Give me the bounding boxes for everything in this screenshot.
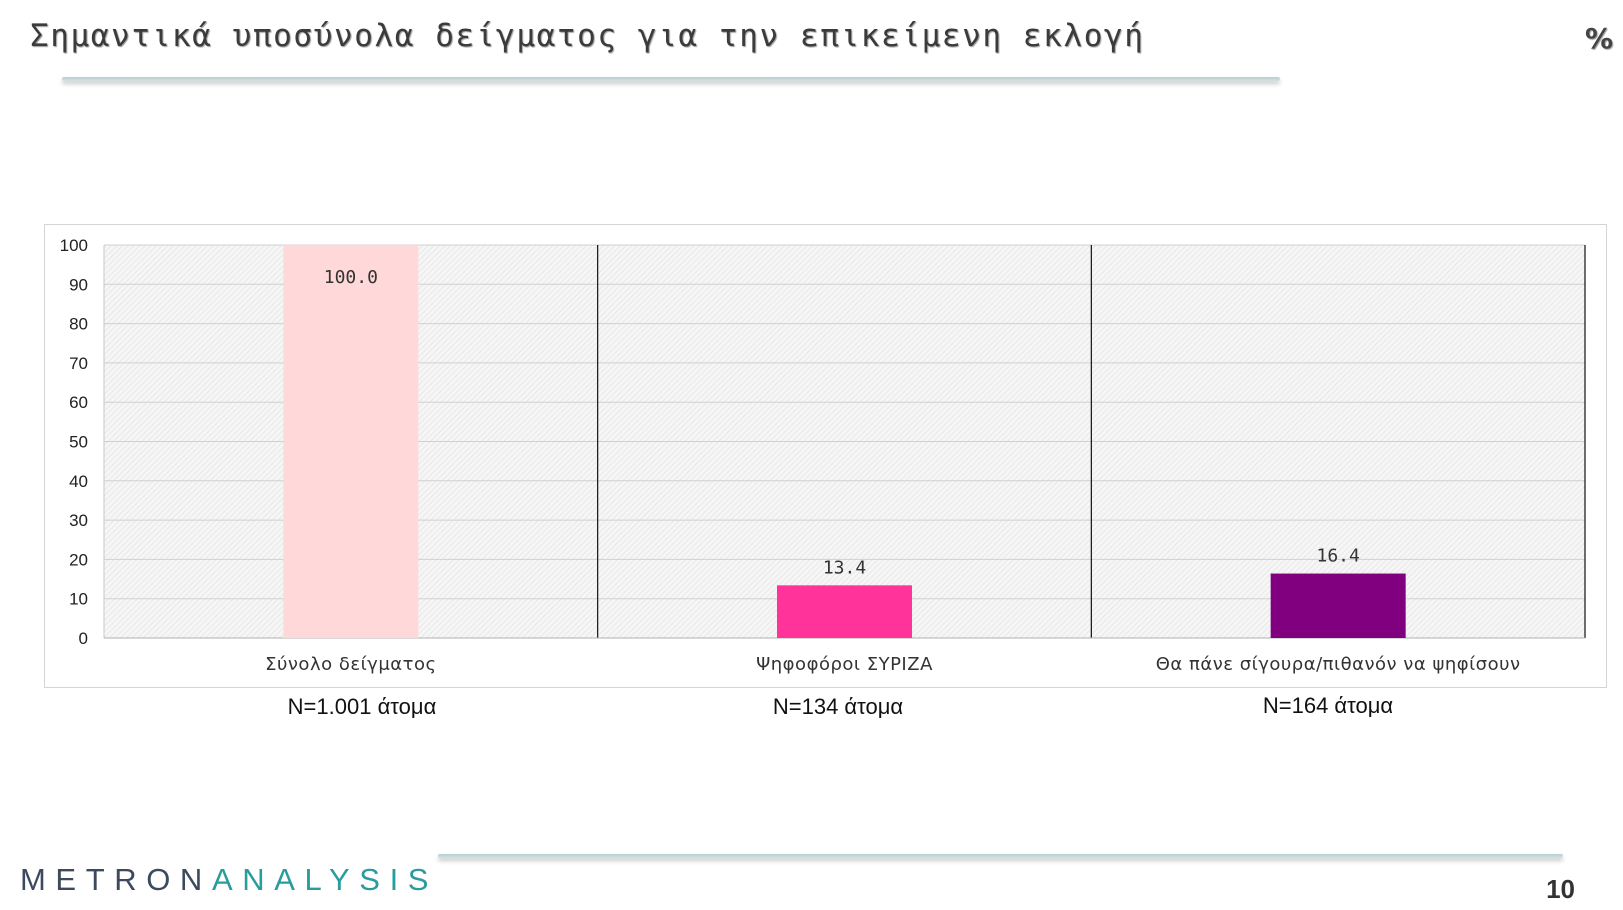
metronanalysis-logo: METRONANALYSIS (20, 862, 438, 898)
y-tick-label: 70 (69, 354, 88, 373)
bar (283, 245, 419, 638)
x-category-label: Σύνολο δείγματος (265, 654, 436, 675)
y-tick-label: 90 (69, 275, 88, 294)
y-tick-label: 20 (69, 550, 88, 569)
bar-value-label: 16.4 (1316, 546, 1359, 567)
y-axis-ticks: 0 10 20 30 40 50 60 70 80 90 100 (60, 236, 88, 648)
x-axis-labels: Σύνολο δείγματος Ψηφοφόροι ΣΥΡΙΖΑ Θα πάνε … (265, 654, 1520, 675)
y-tick-label: 100 (60, 236, 88, 255)
y-tick-label: 60 (69, 393, 88, 412)
y-tick-label: 10 (69, 590, 88, 609)
title-underline (62, 77, 1280, 81)
page-number: 10 (1546, 874, 1575, 904)
bar-value-label: 100.0 (324, 267, 378, 288)
logo-text-metron: METRON (20, 862, 212, 897)
footer-rule (438, 854, 1563, 858)
sample-size-label-total: N=1.001 άτομα (287, 694, 437, 719)
bar-value-label: 13.4 (823, 557, 866, 578)
logo-text-analysis: ANALYSIS (211, 862, 439, 897)
bar (777, 585, 912, 638)
y-tick-label: 50 (69, 433, 88, 452)
sample-size-label-syriza: N=134 άτομα (772, 694, 904, 719)
value-labels: 100.0 13.4 16.4 (324, 267, 1360, 578)
bars (283, 245, 1406, 638)
bar (1270, 573, 1406, 638)
y-tick-label: 30 (69, 511, 88, 530)
page-title: Σημαντικά υποσύνολα δείγματος για την επ… (30, 18, 1145, 54)
y-tick-label: 0 (79, 629, 88, 648)
unit-label: % (1584, 22, 1613, 55)
x-category-label: Ψηφοφόροι ΣΥΡΙΖΑ (756, 654, 933, 675)
x-category-label: Θα πάνε σίγουρα/πιθανόν να ψηφίσουν (1156, 654, 1521, 675)
y-tick-label: 40 (69, 472, 88, 491)
sample-size-label-voters: N=164 άτομα (1262, 693, 1394, 718)
y-tick-label: 80 (69, 315, 88, 334)
